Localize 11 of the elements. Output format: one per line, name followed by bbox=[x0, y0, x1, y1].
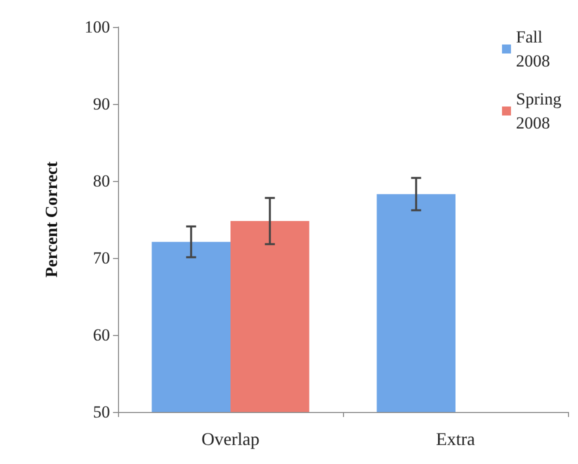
y-tick-label: 70 bbox=[93, 248, 110, 268]
y-tick-label: 50 bbox=[93, 402, 110, 422]
legend-label: Spring 2008 bbox=[516, 90, 566, 132]
y-tick-label: 80 bbox=[93, 172, 110, 190]
y-axis-title: Percent Correct bbox=[42, 161, 61, 278]
y-tick-label: 90 bbox=[93, 94, 110, 114]
y-tick-label: 60 bbox=[93, 326, 110, 344]
x-tick-label: Extra bbox=[436, 429, 475, 449]
legend-label: Fall 2008 bbox=[516, 28, 550, 70]
y-tick-label: 100 bbox=[84, 18, 110, 36]
x-tick-label: Overlap bbox=[202, 429, 260, 449]
